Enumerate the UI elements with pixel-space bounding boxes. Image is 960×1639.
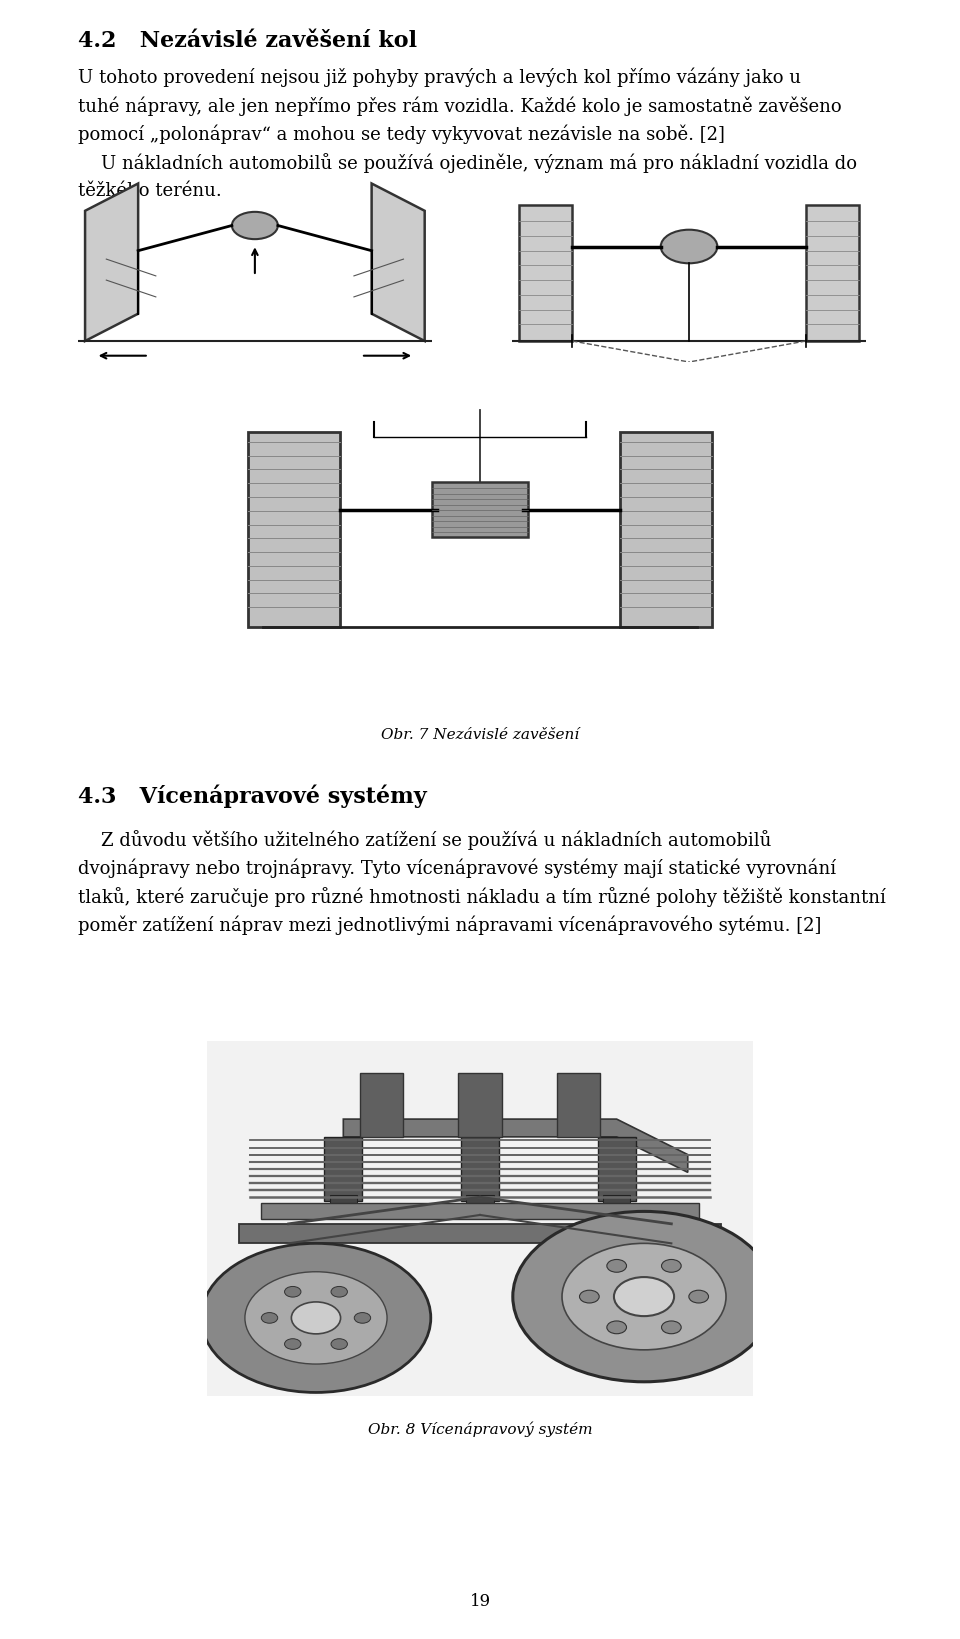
Polygon shape xyxy=(372,184,424,343)
Bar xyxy=(467,1196,493,1205)
Circle shape xyxy=(284,1287,300,1298)
Circle shape xyxy=(292,1301,341,1334)
Text: Z důvodu většího užitelného zatížení se používá u nákladních automobilů: Z důvodu většího užitelného zatížení se … xyxy=(78,829,772,849)
Circle shape xyxy=(354,1313,371,1323)
Bar xyxy=(261,1203,699,1219)
Bar xyxy=(249,433,340,628)
Circle shape xyxy=(513,1211,776,1382)
Circle shape xyxy=(331,1339,348,1349)
Polygon shape xyxy=(344,1119,687,1172)
Bar xyxy=(557,1074,600,1137)
Bar xyxy=(519,205,572,343)
Circle shape xyxy=(202,1244,431,1393)
Circle shape xyxy=(614,1277,674,1316)
Circle shape xyxy=(562,1244,726,1351)
Circle shape xyxy=(607,1260,627,1272)
Text: U nákladních automobilů se používá ojediněle, význam má pro nákladní vozidla do: U nákladních automobilů se používá ojedi… xyxy=(78,154,857,174)
Text: 4.3   Vícenápravové systémy: 4.3 Vícenápravové systémy xyxy=(78,785,427,808)
Text: dvojnápravy nebo trojnápravy. Tyto vícenápravové systémy mají statické vyrovnání: dvojnápravy nebo trojnápravy. Tyto vícen… xyxy=(78,857,836,877)
Polygon shape xyxy=(85,184,138,343)
Bar xyxy=(329,1196,357,1205)
Circle shape xyxy=(232,213,277,239)
Circle shape xyxy=(660,231,717,264)
Circle shape xyxy=(661,1260,682,1272)
Text: pomocí „polonáprav“ a mohou se tedy vykyvovat nezávisle na sobě. [2]: pomocí „polonáprav“ a mohou se tedy vyky… xyxy=(78,125,725,144)
Bar xyxy=(324,1137,363,1201)
Bar xyxy=(432,484,528,538)
Text: 19: 19 xyxy=(469,1591,491,1609)
Bar xyxy=(620,433,711,628)
Circle shape xyxy=(607,1321,627,1334)
Circle shape xyxy=(261,1313,277,1323)
Circle shape xyxy=(580,1290,599,1303)
Text: těžkého terénu.: těžkého terénu. xyxy=(78,182,222,200)
Text: Obr. 8 Vícenápravový systém: Obr. 8 Vícenápravový systém xyxy=(368,1421,592,1437)
Text: poměr zatížení náprav mezi jednotlivými nápravami vícenápravového sytému. [2]: poměr zatížení náprav mezi jednotlivými … xyxy=(78,915,822,934)
Text: tlaků, které zaručuje pro různé hmotnosti nákladu a tím různé polohy těžiště kon: tlaků, které zaručuje pro různé hmotnost… xyxy=(78,887,886,906)
Circle shape xyxy=(689,1290,708,1303)
Text: U tohoto provedení nejsou již pohyby pravých a levých kol přímo vázány jako u: U tohoto provedení nejsou již pohyby pra… xyxy=(78,67,801,87)
Text: Obr. 7 Nezávislé zavěšení: Obr. 7 Nezávislé zavěšení xyxy=(381,728,579,741)
Bar xyxy=(239,1224,721,1244)
Bar xyxy=(461,1137,499,1201)
Bar xyxy=(603,1196,631,1205)
Bar xyxy=(360,1074,403,1137)
Circle shape xyxy=(245,1272,387,1364)
Bar xyxy=(597,1137,636,1201)
Circle shape xyxy=(661,1321,682,1334)
Text: tuhé nápravy, ale jen nepřímo přes rám vozidla. Každé kolo je samostatně zavěšen: tuhé nápravy, ale jen nepřímo přes rám v… xyxy=(78,97,842,116)
Bar xyxy=(458,1074,502,1137)
Text: 4.2   Nezávislé zavěšení kol: 4.2 Nezávislé zavěšení kol xyxy=(78,30,417,52)
Circle shape xyxy=(284,1339,300,1349)
Bar xyxy=(805,205,859,343)
Circle shape xyxy=(331,1287,348,1298)
